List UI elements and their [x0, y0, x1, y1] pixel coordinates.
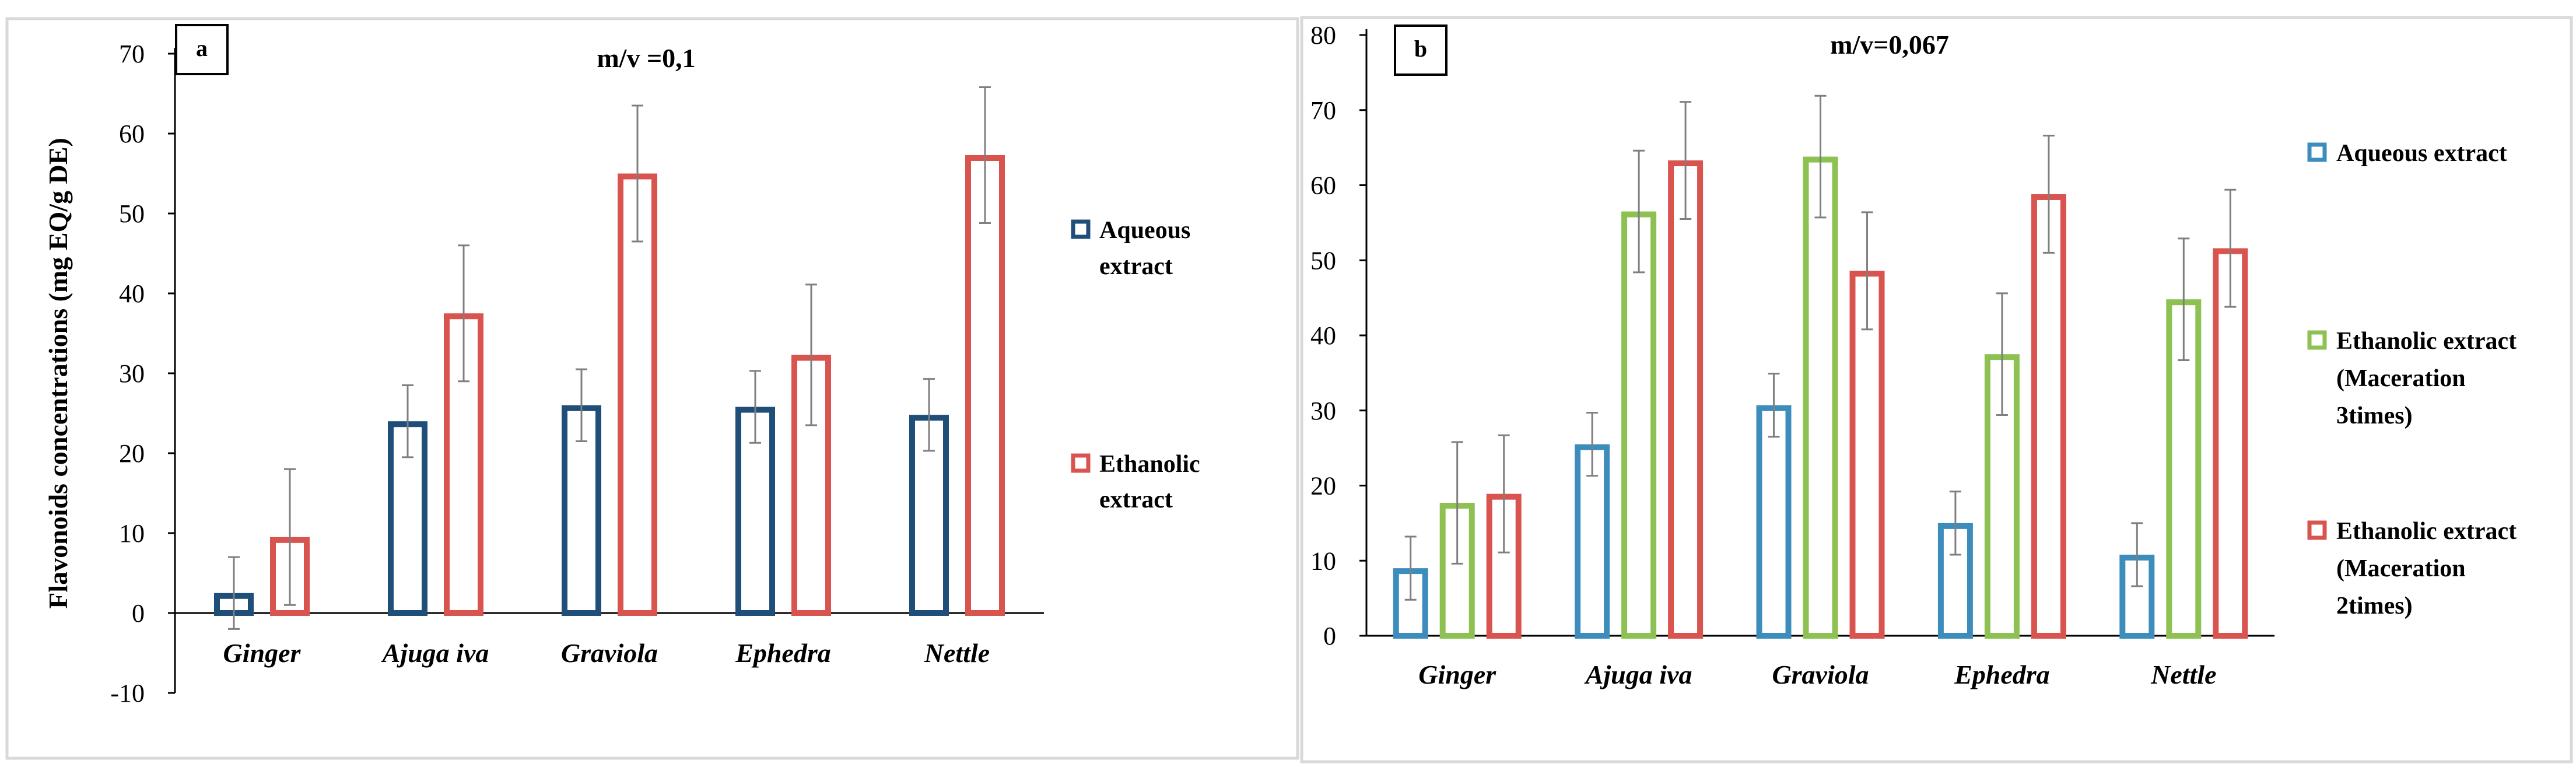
- y-tick-label: 40: [1310, 321, 1336, 350]
- y-tick-label: 80: [1310, 21, 1336, 50]
- y-tick-label: 0: [132, 599, 145, 628]
- y-tick-label: 0: [1323, 622, 1336, 650]
- panel-a-chart: a m/v =0,1 -10 0 10 20 30 40 50 60 70 Flavonoids co…: [43, 24, 1200, 708]
- y-tick-label: 10: [1310, 547, 1336, 575]
- bar: [965, 155, 1005, 616]
- legend-label: extract: [1099, 253, 1173, 280]
- legend-swatch: [2307, 330, 2327, 350]
- category-label: Ephedra: [1954, 660, 2050, 689]
- y-tick-label: 60: [119, 120, 145, 148]
- y-tick-label: 70: [1310, 96, 1336, 125]
- legend-swatch: [2307, 520, 2327, 540]
- bar: [735, 407, 775, 616]
- bar: [562, 405, 601, 616]
- y-tick-label: 30: [119, 359, 145, 388]
- legend-label: Aqueous extract: [2336, 140, 2507, 167]
- panel-a-frame: [5, 17, 1299, 760]
- category-label: Ginger: [1418, 660, 1496, 689]
- panel-label: b: [1414, 36, 1427, 62]
- bar: [2213, 248, 2248, 639]
- legend-label: Ethanolic extract: [2336, 328, 2517, 355]
- y-axis-label: Flavonoids concentrations (mg EQ/g DE): [43, 138, 73, 609]
- category-label: Nettle: [2150, 660, 2216, 689]
- y-tick-label: 50: [119, 199, 145, 228]
- panel-b-chart: b m/v=0,067 0 10 20 30 40 50 60 70 80 Ginger Ajuga i…: [1310, 21, 2517, 689]
- category-label: Ajuga iva: [1584, 660, 1692, 689]
- y-tick-label: 40: [119, 279, 145, 308]
- legend-swatch: [2307, 142, 2327, 162]
- legend-label: Ethanolic: [1099, 451, 1200, 478]
- bar: [388, 421, 427, 616]
- y-tick-label: 20: [1310, 472, 1336, 500]
- legend-label: 2times): [2336, 593, 2413, 619]
- category-label: Graviola: [561, 638, 658, 668]
- bar: [1621, 211, 1657, 639]
- chart-title: m/v =0,1: [597, 43, 695, 73]
- category-label: Nettle: [924, 638, 990, 668]
- legend-swatch: [1071, 219, 1091, 239]
- bar: [2031, 194, 2066, 639]
- y-tick-label: -10: [110, 679, 145, 708]
- bar: [1756, 405, 1792, 639]
- y-tick-label: 50: [1310, 246, 1336, 275]
- panel-label: a: [196, 35, 208, 61]
- bar: [1803, 156, 1838, 639]
- y-tick-label: 30: [1310, 397, 1336, 425]
- y-tick-label: 60: [1310, 171, 1336, 200]
- panel-b-frame: [1300, 16, 2573, 764]
- legend-label: (Maceration: [2336, 365, 2466, 392]
- bar: [1668, 160, 1704, 639]
- legend-label: 3times): [2336, 402, 2413, 429]
- legend-label: Aqueous: [1099, 217, 1190, 244]
- legend-label: (Maceration: [2336, 555, 2466, 582]
- legend-swatch: [1071, 453, 1091, 473]
- y-tick-label: 70: [119, 40, 145, 68]
- chart-title: m/v=0,067: [1830, 30, 1949, 59]
- category-label: Ephedra: [735, 638, 831, 668]
- y-tick-label: 10: [119, 519, 145, 548]
- legend-label: extract: [1099, 486, 1173, 513]
- legend-label: Ethanolic extract: [2336, 518, 2517, 545]
- y-tick-label: 20: [119, 439, 145, 468]
- category-label: Graviola: [1772, 660, 1869, 689]
- bar: [618, 173, 657, 616]
- category-label: Ajuga iva: [381, 638, 489, 668]
- panel-label-box: [175, 24, 229, 75]
- category-label: Ginger: [223, 638, 302, 668]
- panel-label-box: [1394, 24, 1448, 76]
